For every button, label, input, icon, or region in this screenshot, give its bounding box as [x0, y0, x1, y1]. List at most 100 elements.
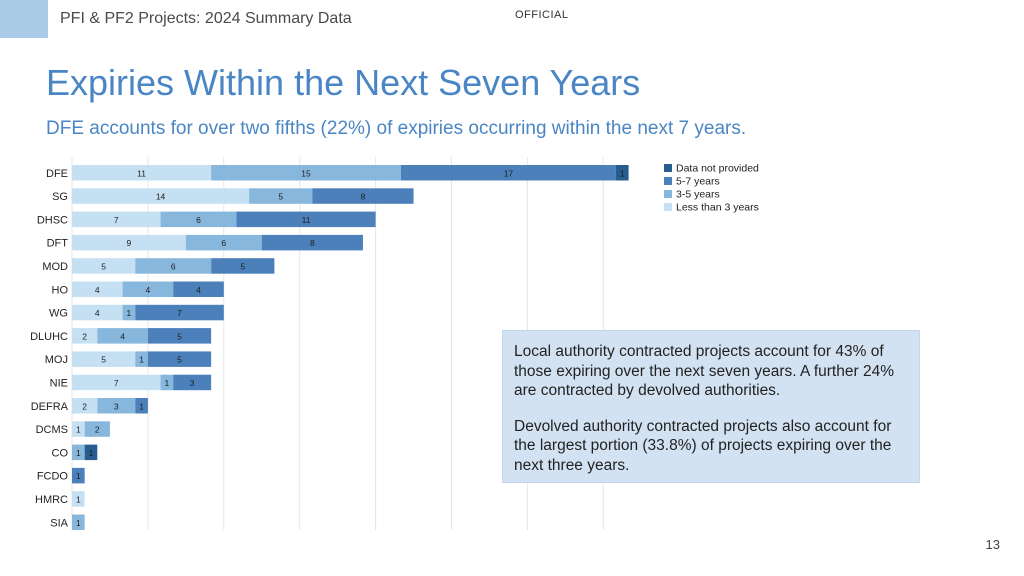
category-label: DCMS — [36, 424, 68, 436]
data-label: 9 — [127, 238, 132, 248]
data-label: 1 — [76, 494, 81, 504]
data-label: 1 — [76, 448, 81, 458]
category-label: WG — [49, 308, 68, 320]
bar-segment — [147, 351, 212, 367]
data-label: 1 — [76, 425, 81, 435]
data-label: 4 — [120, 331, 125, 341]
bar-segment — [236, 211, 376, 228]
bar-segment — [211, 258, 275, 274]
data-label: 3 — [190, 378, 195, 388]
bar-segment — [135, 304, 224, 321]
data-label: 2 — [95, 425, 100, 435]
bar-segment — [72, 374, 161, 391]
data-label: 5 — [177, 331, 182, 341]
category-label: SG — [52, 191, 68, 203]
legend-label: 3-5 years — [676, 189, 720, 201]
bar-segment — [122, 281, 174, 297]
bar-segment — [72, 421, 85, 437]
bar-segment — [72, 211, 161, 228]
data-label: 1 — [620, 168, 625, 178]
data-label: 2 — [82, 331, 87, 341]
category-label: FCDO — [37, 471, 69, 483]
classification-label: OFFICIAL — [515, 9, 569, 21]
legend-swatch — [664, 177, 672, 185]
legend-swatch — [664, 203, 672, 211]
bar-segment — [84, 444, 98, 461]
bar-segment — [147, 328, 212, 344]
bar-segment — [72, 304, 123, 321]
bar-segment — [72, 188, 250, 204]
header-title: PFI & PF2 Projects: 2024 Summary Data — [60, 10, 352, 27]
data-label: 1 — [76, 518, 81, 528]
data-label: 7 — [114, 215, 119, 225]
data-label: 4 — [146, 285, 151, 295]
data-label: 8 — [361, 192, 366, 202]
bar-segment — [173, 281, 224, 297]
category-label: NIE — [50, 377, 68, 389]
bar-segment — [160, 374, 174, 391]
callout-box: Local authority contracted projects acco… — [502, 330, 920, 483]
data-label: 8 — [310, 238, 315, 248]
legend-label: Less than 3 years — [676, 202, 759, 214]
bar-segment — [400, 165, 616, 181]
bar-segment — [173, 374, 212, 391]
bar-segment — [261, 234, 363, 251]
data-label: 6 — [196, 215, 201, 225]
bar-segment — [122, 304, 136, 321]
data-label: 5 — [240, 261, 245, 271]
data-label: 1 — [139, 401, 144, 411]
bar-segment — [97, 328, 148, 344]
data-label: 4 — [95, 285, 100, 295]
data-label: 14 — [156, 192, 166, 202]
bar-segment — [72, 281, 123, 297]
data-label: 15 — [301, 168, 311, 178]
category-label: DFT — [47, 238, 69, 250]
bar-segment — [97, 398, 136, 414]
bar-segment — [72, 234, 186, 251]
callout-paragraph-1: Local authority contracted projects acco… — [514, 343, 894, 399]
bar-segment — [615, 165, 629, 181]
data-label: 17 — [504, 168, 514, 178]
bar-segment — [135, 258, 212, 274]
category-label: MOJ — [45, 354, 68, 366]
bar-segment — [84, 421, 110, 437]
data-label: 1 — [127, 308, 132, 318]
bar-segment — [249, 188, 313, 204]
bar-segment — [72, 467, 85, 484]
bar-segment — [211, 165, 401, 181]
slide-title: Expiries Within the Next Seven Years — [46, 62, 641, 103]
bar-segment — [185, 234, 262, 251]
data-label: 5 — [177, 355, 182, 365]
bar-segment — [135, 398, 148, 414]
legend-swatch — [664, 190, 672, 198]
legend-swatch — [664, 164, 672, 172]
data-label: 5 — [101, 355, 106, 365]
data-label: 1 — [89, 448, 94, 458]
data-label: 1 — [139, 355, 144, 365]
data-label: 1 — [76, 471, 81, 481]
data-label: 7 — [114, 378, 119, 388]
data-label: 11 — [137, 168, 146, 178]
category-label: SIA — [50, 517, 68, 529]
bar-segment — [72, 258, 136, 274]
bar-segment — [72, 398, 98, 414]
data-label: 4 — [95, 308, 100, 318]
category-label: MOD — [42, 261, 68, 273]
bar-segment — [72, 491, 85, 507]
category-label: CO — [52, 447, 69, 459]
callout-paragraph-2: Devolved authority contracted projects a… — [514, 417, 892, 474]
data-label: 4 — [196, 285, 201, 295]
slide-subtitle: DFE accounts for over two fifths (22%) o… — [46, 118, 747, 139]
data-label: 5 — [278, 192, 283, 202]
data-label: 6 — [221, 238, 226, 248]
header-accent-block — [0, 0, 48, 38]
bar-segment — [72, 328, 98, 344]
bar-segment — [72, 351, 136, 367]
category-label: DFE — [46, 168, 68, 180]
data-label: 1 — [165, 378, 170, 388]
data-label: 5 — [101, 261, 106, 271]
data-label: 7 — [177, 308, 182, 318]
category-label: DHSC — [37, 214, 68, 226]
category-label: DLUHC — [30, 331, 68, 343]
